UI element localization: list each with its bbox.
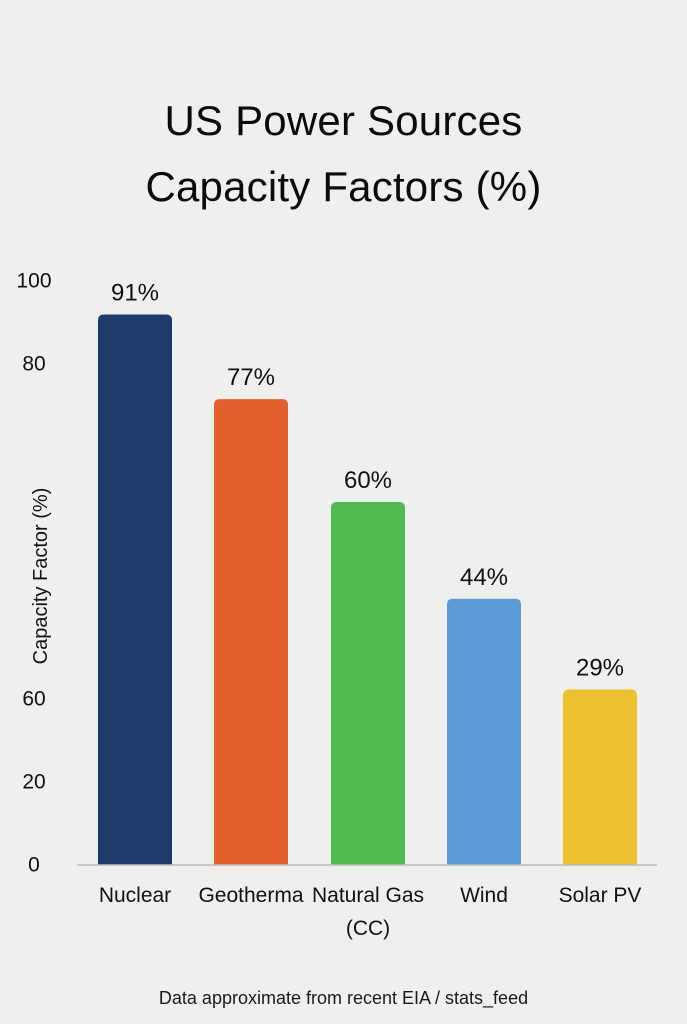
y-tick-label: 60 bbox=[22, 688, 45, 711]
value-label-geothermal: 77% bbox=[227, 364, 275, 391]
y-tick-label: 20 bbox=[22, 771, 45, 794]
chart-title-line-2: Capacity Factors (%) bbox=[145, 163, 542, 210]
y-tick-label: 100 bbox=[16, 270, 51, 293]
bar-nuclear bbox=[98, 314, 172, 865]
x-tick-label-wind: Wind bbox=[460, 884, 508, 907]
value-label-solar-pv: 29% bbox=[576, 655, 624, 682]
y-tick-label: 80 bbox=[22, 353, 45, 376]
x-tick-label-natural-gas-cc: Natural Gas bbox=[312, 884, 424, 907]
bar-wind bbox=[447, 598, 521, 865]
chart-title-line-1: US Power Sources bbox=[164, 97, 523, 144]
x-axis-labels: Nuclear Geotherma Natural Gas (CC) Wind Solar… bbox=[99, 884, 642, 940]
value-label-wind: 44% bbox=[460, 564, 508, 591]
value-label-natural-gas-cc: 60% bbox=[344, 467, 392, 494]
footnote: Data approximate from recent EIA / stats… bbox=[158, 988, 529, 1008]
y-tick-label: 0 bbox=[28, 854, 40, 877]
bar-geothermal bbox=[214, 399, 288, 865]
x-tick-label-nuclear: Nuclear bbox=[99, 884, 171, 907]
bar-natural-gas-cc bbox=[331, 502, 405, 865]
x-tick-label-solar-pv: Solar PV bbox=[559, 884, 642, 907]
y-axis-ticks: 0 20 60 80 100 bbox=[16, 270, 51, 877]
y-axis-label: Capacity Factor (%) bbox=[30, 488, 52, 665]
x-tick-label-geothermal: Geotherma bbox=[198, 884, 303, 907]
x-tick-label-natural-gas-cc: (CC) bbox=[346, 917, 390, 940]
value-labels: 91% 77% 60% 44% 29% bbox=[111, 279, 624, 681]
bars bbox=[98, 314, 637, 865]
value-label-nuclear: 91% bbox=[111, 279, 159, 306]
bar-solar-pv bbox=[563, 689, 637, 865]
